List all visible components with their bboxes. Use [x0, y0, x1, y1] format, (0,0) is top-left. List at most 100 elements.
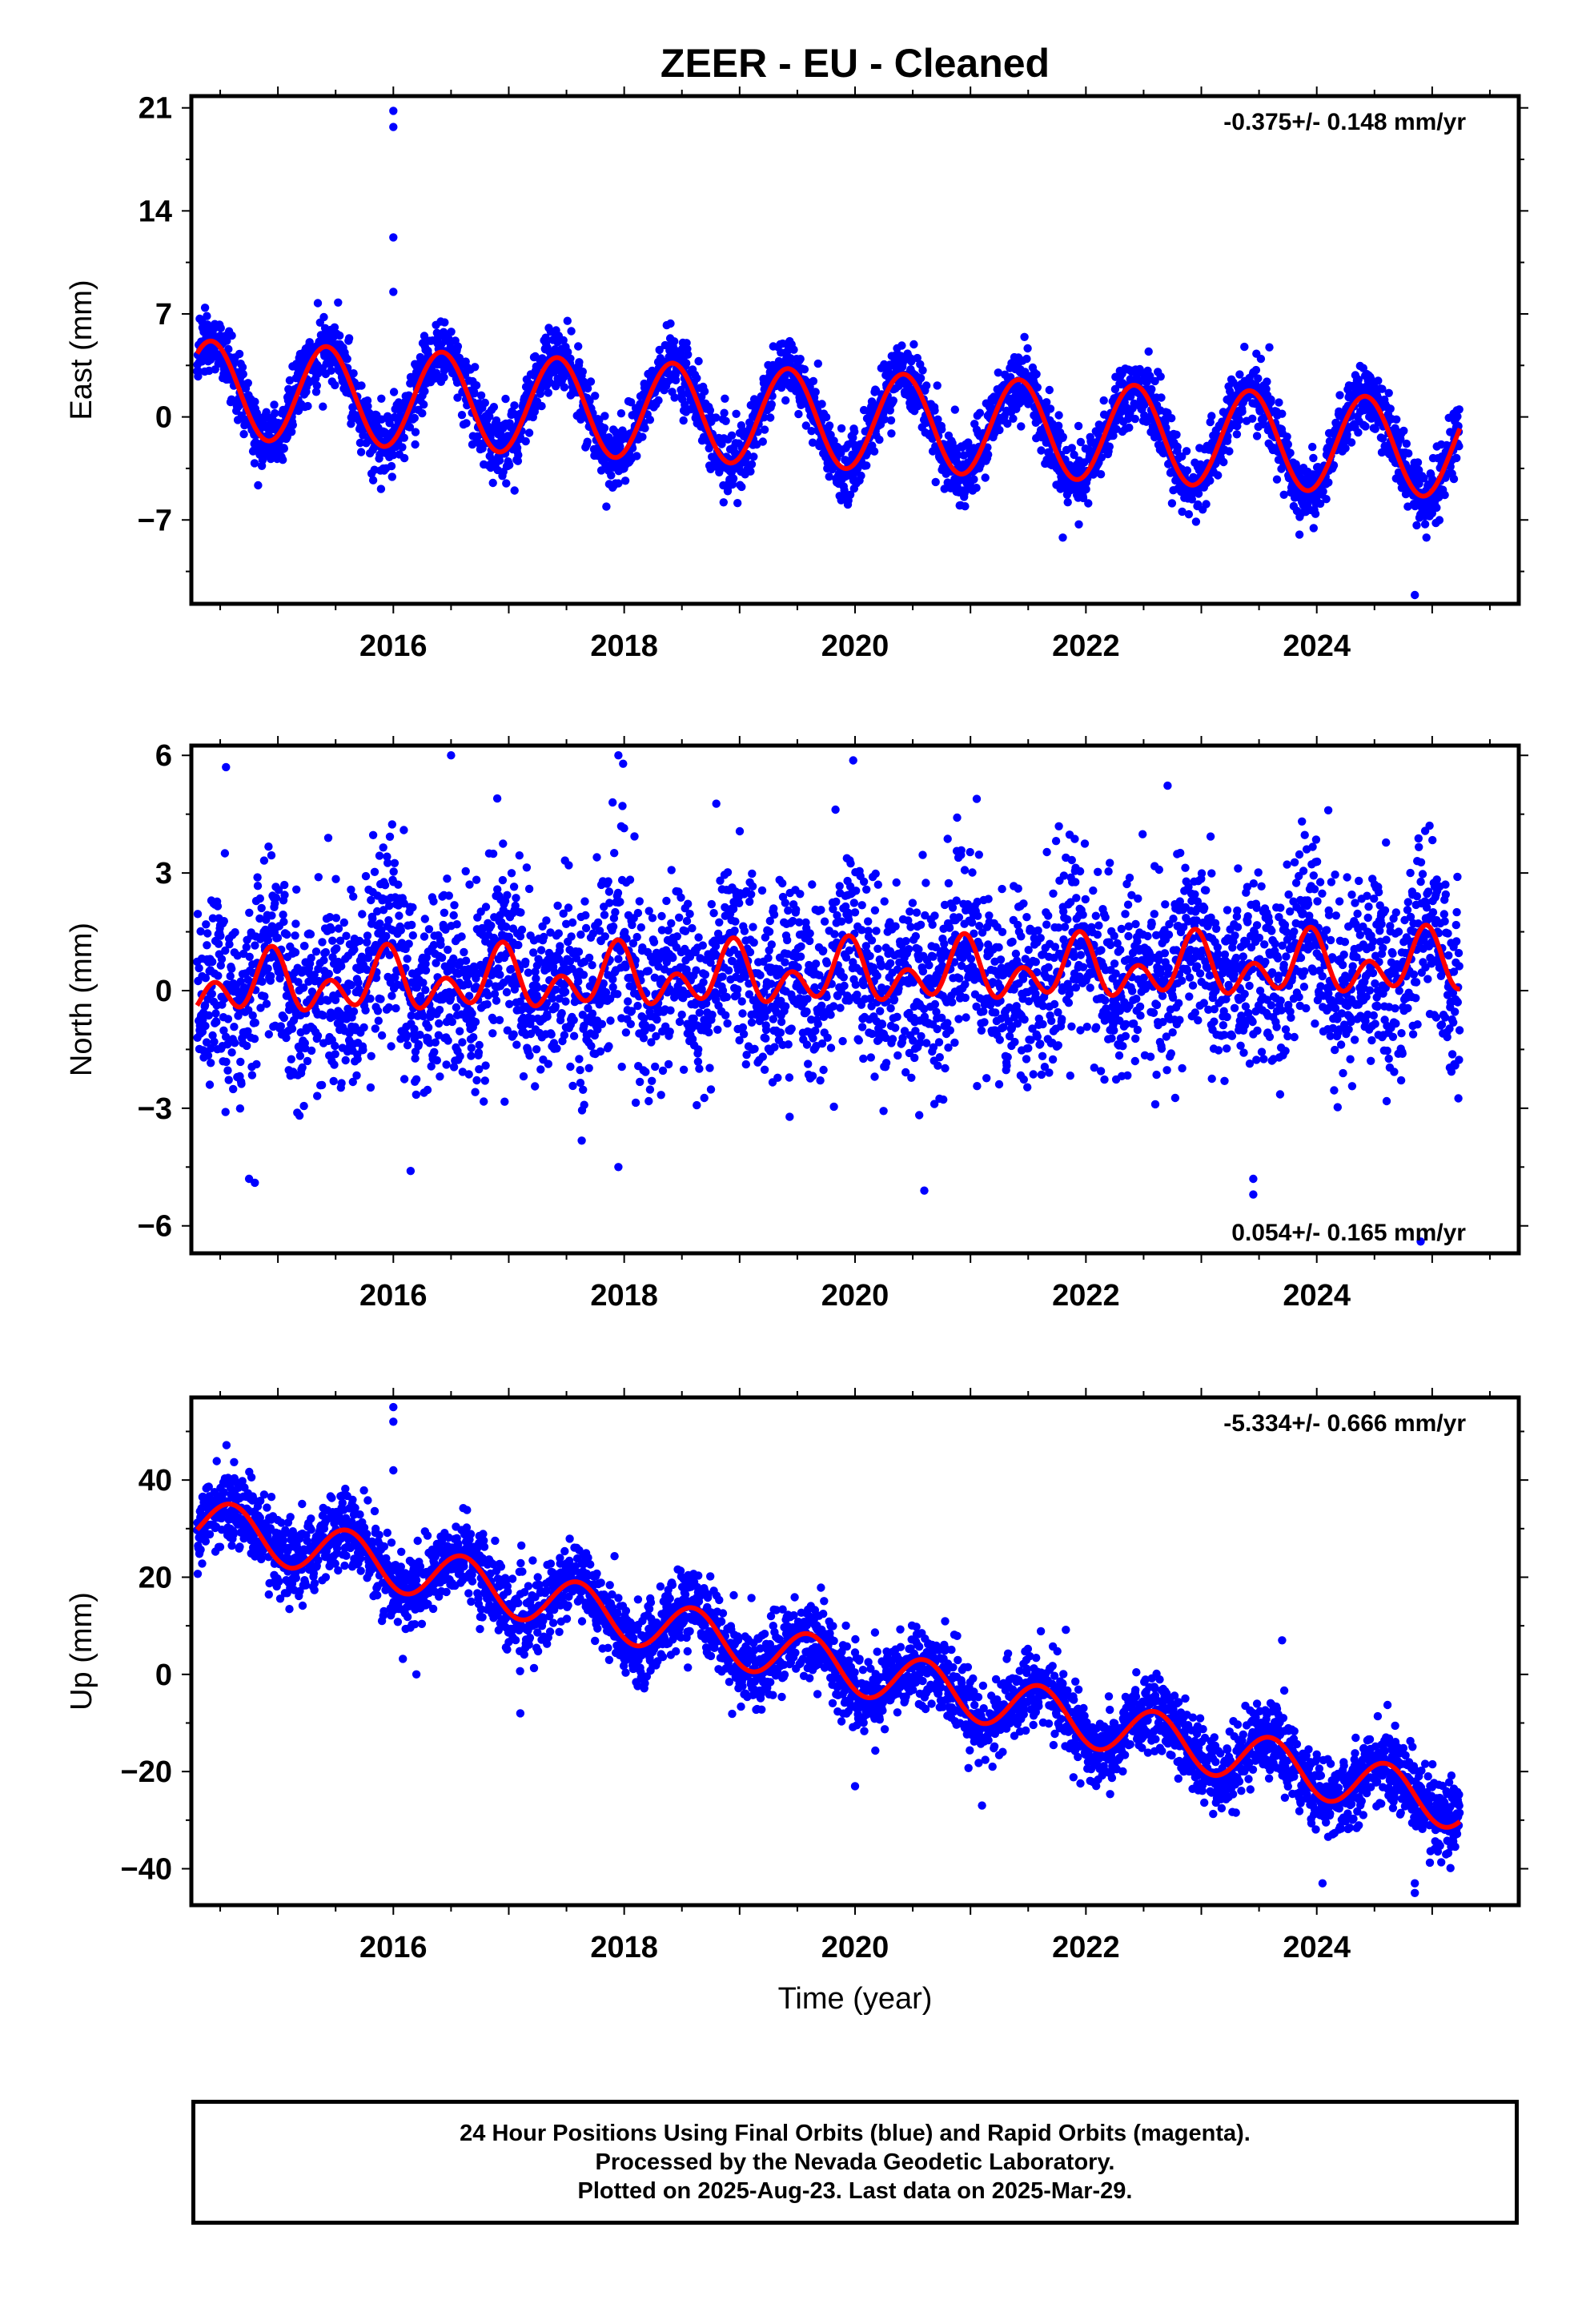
data-point [271, 408, 279, 418]
y-axis-label: East (mm) [65, 279, 98, 420]
data-point [922, 381, 931, 390]
data-point [566, 1062, 575, 1072]
data-point [339, 918, 348, 927]
data-point [239, 429, 248, 439]
data-point [1235, 370, 1244, 379]
data-point [1311, 509, 1320, 518]
data-point [553, 901, 562, 911]
data-point [254, 480, 263, 490]
data-point [395, 911, 404, 920]
data-point [1309, 524, 1319, 533]
data-point [588, 1009, 597, 1018]
data-point [694, 356, 703, 366]
data-point [291, 948, 300, 957]
data-point [569, 1031, 579, 1040]
data-point [1023, 344, 1032, 353]
data-point [545, 378, 554, 387]
data-point [444, 945, 452, 955]
data-point [1256, 354, 1266, 364]
data-point [331, 380, 339, 390]
data-point [253, 873, 262, 882]
data-point [825, 421, 834, 430]
data-point [800, 365, 809, 374]
outlier-point [510, 486, 519, 495]
data-point [465, 880, 474, 889]
data-point [1099, 396, 1108, 405]
data-point [492, 996, 501, 1005]
data-point [1214, 471, 1223, 480]
data-point [279, 917, 288, 927]
data-point [387, 461, 396, 471]
data-point [201, 1021, 210, 1031]
data-point [567, 932, 576, 941]
outlier-point [1295, 530, 1304, 539]
data-point [471, 363, 480, 372]
data-point [581, 911, 590, 920]
data-point [324, 969, 333, 979]
data-point [359, 1023, 368, 1032]
data-point [503, 891, 512, 900]
data-point [331, 875, 340, 883]
data-point [260, 992, 269, 1001]
data-point [554, 929, 563, 938]
data-point [404, 939, 413, 948]
data-point [837, 424, 846, 433]
data-point [216, 324, 225, 332]
data-point [230, 1023, 239, 1031]
data-point [283, 930, 291, 939]
data-point [389, 388, 399, 396]
data-point [1455, 405, 1464, 414]
data-point [440, 373, 448, 382]
data-point [457, 932, 466, 941]
data-point [448, 1017, 456, 1027]
data-point [236, 1057, 245, 1067]
data-point [632, 452, 641, 460]
data-point [408, 931, 417, 940]
data-point [495, 1015, 504, 1025]
data-point [821, 412, 831, 422]
data-point [343, 355, 351, 364]
data-point [547, 1030, 556, 1039]
data-point [252, 1059, 261, 1069]
data-point [250, 1035, 259, 1043]
data-point [578, 367, 587, 376]
data-points-north [193, 751, 1464, 1246]
data-point [1167, 414, 1176, 423]
data-point [1354, 428, 1363, 437]
data-point [483, 421, 492, 431]
data-point [231, 1039, 239, 1047]
data-point [918, 366, 927, 375]
data-point [251, 397, 259, 406]
data-point [431, 1038, 440, 1047]
data-point [227, 1048, 236, 1057]
data-point [489, 403, 499, 412]
data-point [1063, 498, 1072, 507]
data-point [207, 989, 216, 999]
data-point [496, 971, 504, 979]
data-point [781, 396, 790, 405]
data-point [332, 944, 341, 953]
data-point [568, 1081, 577, 1091]
data-point [313, 1092, 322, 1100]
data-point [720, 408, 729, 417]
data-point [729, 474, 738, 483]
data-point [421, 966, 431, 975]
data-point [371, 1024, 379, 1033]
data-point [654, 396, 663, 405]
data-point [251, 941, 259, 950]
data-point [684, 350, 693, 359]
data-point [363, 931, 372, 940]
data-point [202, 920, 211, 929]
data-point [200, 304, 210, 312]
data-point [471, 1088, 480, 1096]
data-point [444, 1036, 452, 1045]
data-point [342, 931, 351, 940]
data-point [400, 1075, 409, 1084]
data-point [418, 408, 427, 418]
data-point [1157, 393, 1166, 402]
x-tick-label: 2016 [359, 629, 428, 663]
x-tick-label: 2024 [1283, 629, 1351, 663]
data-point [1275, 398, 1283, 407]
data-point [239, 370, 247, 379]
data-point [604, 433, 613, 442]
